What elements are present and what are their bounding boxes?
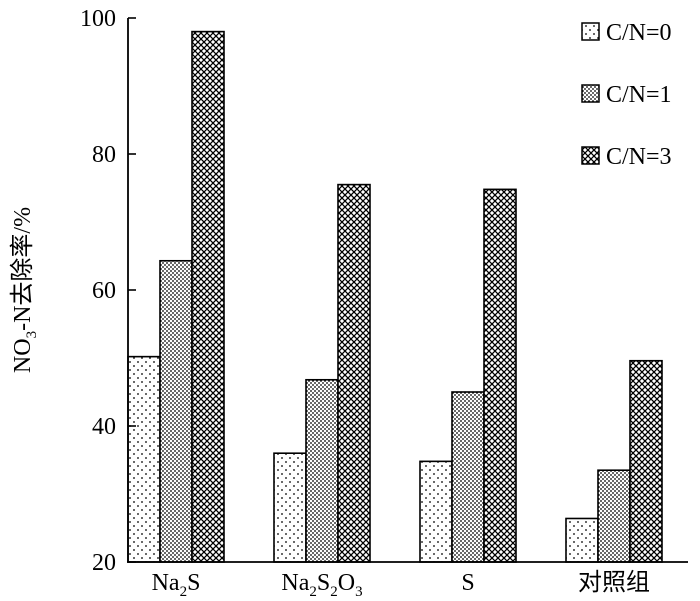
x-tick-label-part: 2 (330, 584, 338, 600)
x-tick-label: 对照组 (578, 569, 650, 596)
bar-4-series-1 (565, 517, 599, 563)
y-tick-label: 40 (92, 414, 116, 440)
bar-4-series-2 (597, 469, 631, 563)
x-tick-label-part: S (461, 570, 474, 596)
y-axis-title-main: NO (10, 338, 36, 373)
x-tick-label-part: S (317, 570, 330, 596)
x-tick-label: Na2S (152, 570, 201, 600)
bar-1-series-3 (191, 30, 225, 563)
bar-3-series-2 (451, 391, 485, 563)
legend-label-2: C/N=1 (606, 82, 672, 108)
x-tick-label: S (461, 570, 474, 596)
y-axis-title: NO3-N去除率/% (9, 207, 40, 373)
y-tick-label: 60 (92, 278, 116, 304)
y-tick-label: 20 (92, 550, 116, 576)
y-ticks-group: 20 40 60 80 100 (80, 6, 136, 576)
x-tick-label: Na2S2O3 (281, 570, 362, 600)
x-tick-label-part: 3 (355, 584, 363, 600)
bar-2-series-2 (305, 378, 339, 563)
x-labels-group: Na2S Na2S2O3 S 对照组 (152, 569, 650, 600)
bar-1-series-1 (127, 355, 161, 563)
x-tick-label-part: S (187, 570, 200, 596)
x-tick-label-part: Na (281, 570, 309, 596)
legend: C/N=0 C/N=1 C/N=3 (581, 20, 672, 170)
legend-label-1: C/N=0 (606, 20, 672, 46)
bar-3-series-1 (419, 460, 453, 563)
legend-label-3: C/N=3 (606, 144, 672, 170)
bar-4-series-3 (629, 359, 663, 563)
x-tick-label-part: O (338, 570, 355, 596)
x-tick-label-part: 2 (180, 584, 188, 600)
legend-swatch-3 (581, 146, 600, 165)
bar-3-series-3 (483, 188, 517, 563)
legend-swatch-1 (581, 22, 600, 41)
bar-1-series-2 (159, 259, 193, 563)
bar-2-series-3 (337, 183, 371, 563)
bars-group (127, 30, 663, 563)
y-tick-label: 80 (92, 142, 116, 168)
x-tick-label-part: 对照组 (578, 569, 650, 596)
x-tick-label-part: 2 (309, 584, 317, 600)
y-axis-title-rest: -N去除率/% (9, 207, 36, 331)
x-tick-label-part: Na (152, 570, 180, 596)
legend-swatch-2 (581, 84, 600, 103)
bar-2-series-1 (273, 452, 307, 563)
y-axis-title-sub: 3 (24, 331, 40, 339)
y-tick-label: 100 (80, 6, 116, 32)
